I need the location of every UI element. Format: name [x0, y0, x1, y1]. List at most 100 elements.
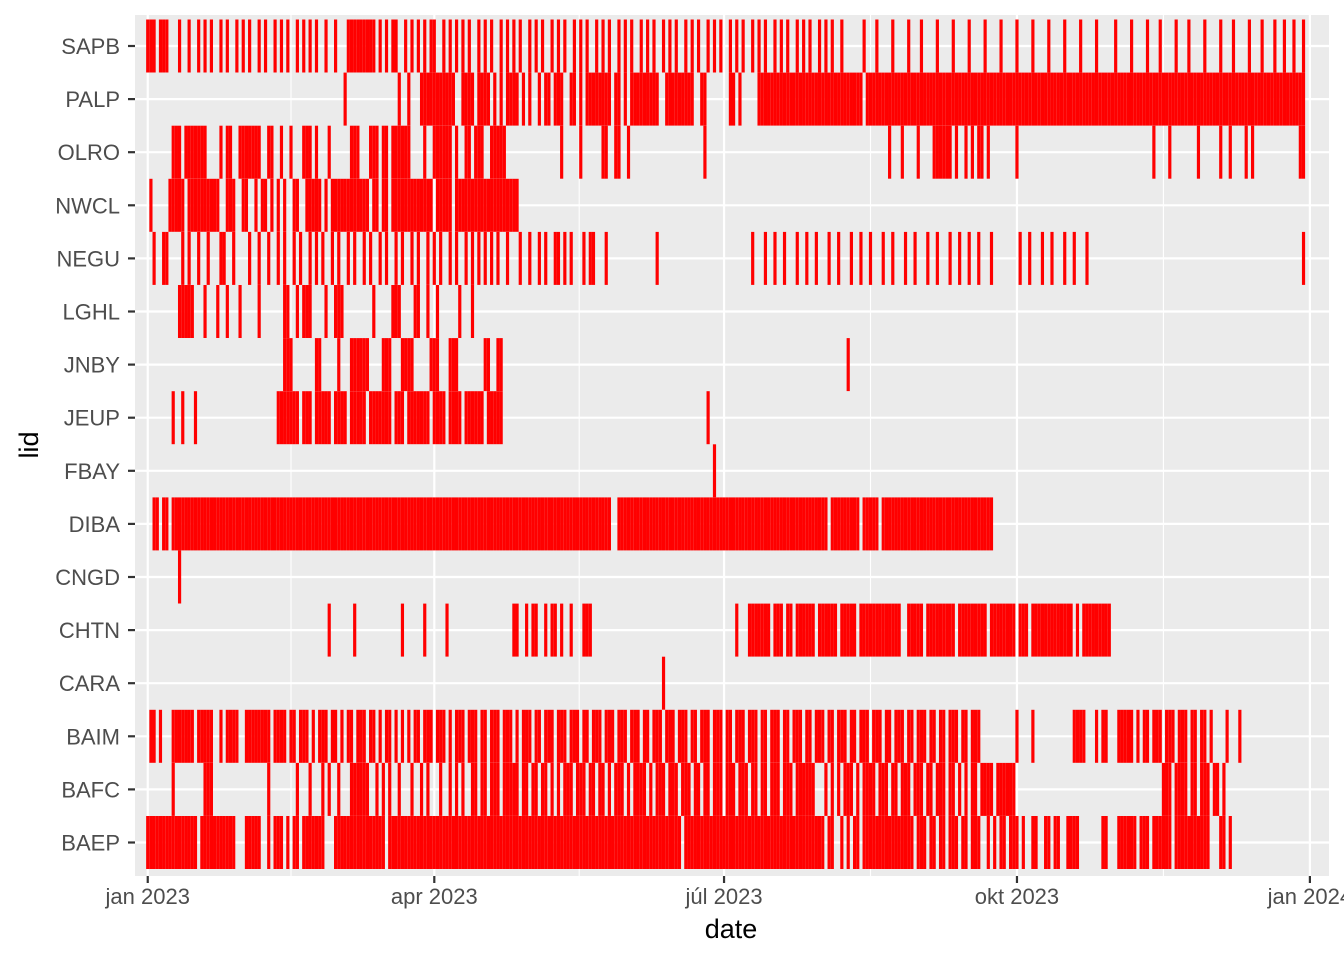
tile-baep	[305, 816, 309, 869]
tile-diba	[814, 497, 818, 551]
tile-bafc	[461, 762, 465, 816]
tile-chtn	[875, 603, 879, 657]
tile-olro	[238, 125, 242, 179]
tile-palp	[989, 72, 994, 126]
tile-baim	[244, 709, 249, 763]
tile-chtn	[827, 603, 831, 657]
tile-diba	[381, 497, 385, 551]
tile-jeup	[499, 391, 503, 445]
tile-baim	[849, 709, 853, 763]
tile-baim	[273, 709, 277, 763]
tile-diba	[932, 497, 936, 551]
tile-palp	[1059, 72, 1064, 126]
tile-chtn	[735, 603, 739, 657]
tile-jnby	[388, 338, 392, 392]
tile-olro	[948, 125, 952, 179]
tile-chtn	[951, 603, 955, 657]
tile-baim	[700, 709, 704, 763]
tile-bafc	[824, 762, 828, 816]
tile-olro	[400, 125, 405, 179]
tile-bafc	[661, 762, 666, 816]
tile-baim	[435, 709, 440, 763]
tile-bafc	[872, 762, 876, 816]
tile-negu	[369, 231, 373, 285]
tile-negu	[582, 231, 586, 285]
tile-palp	[1168, 72, 1172, 126]
tile-sapb	[404, 19, 408, 73]
tile-baep	[1072, 816, 1076, 869]
tile-sapb	[830, 19, 834, 73]
tile-sapb	[349, 19, 354, 73]
tile-sapb	[162, 19, 166, 73]
tile-jeup	[372, 391, 376, 445]
tile-palp	[1254, 72, 1258, 126]
tile-palp	[598, 72, 602, 126]
tile-baep	[483, 816, 487, 869]
tile-baim	[334, 709, 338, 763]
tile-baep	[1177, 816, 1181, 869]
tile-baim	[257, 709, 261, 763]
tile-diba	[843, 497, 847, 551]
tile-baep	[346, 816, 350, 869]
tile-baep	[894, 816, 898, 869]
tile-chtn	[907, 603, 911, 657]
tile-olro	[964, 125, 968, 179]
tile-olro	[703, 125, 707, 179]
tile-baim	[1101, 709, 1105, 763]
tile-diba	[967, 497, 971, 551]
tile-baep	[525, 816, 529, 869]
tile-diba	[292, 497, 296, 551]
tile-palp	[1101, 72, 1105, 126]
tile-baim	[267, 709, 271, 763]
tile-olro	[980, 125, 984, 179]
tile-diba	[349, 497, 354, 551]
tile-diba	[973, 497, 978, 551]
tile-palp	[1050, 72, 1054, 126]
tile-baim	[760, 709, 764, 763]
tile-bafc	[805, 762, 809, 816]
tile-negu	[859, 231, 863, 285]
tile-diba	[725, 497, 729, 551]
tile-nwcl	[391, 178, 395, 232]
tile-baep	[416, 816, 420, 869]
tile-bafc	[209, 762, 213, 816]
tile-diba	[754, 497, 758, 551]
tile-bafc	[929, 762, 933, 816]
tile-bafc	[349, 762, 354, 816]
tile-baep	[1155, 816, 1159, 869]
tile-palp	[1018, 72, 1022, 126]
x-axis: jan 2023 apr 2023 júl 2023 okt 2023 jan 2024	[105, 876, 1344, 909]
tile-baim	[843, 709, 847, 763]
tile-palp	[560, 72, 564, 126]
tile-palp	[419, 72, 424, 126]
tile-baim	[283, 709, 287, 763]
tile-baim	[461, 709, 465, 763]
tile-palp	[1200, 72, 1204, 126]
tile-bafc	[980, 762, 984, 816]
tile-olro	[945, 125, 949, 179]
tile-bafc	[843, 762, 847, 816]
tile-palp	[830, 72, 834, 126]
tile-jeup	[378, 391, 382, 445]
tile-palp	[1012, 72, 1016, 126]
tile-negu	[1028, 231, 1032, 285]
tile-chtn	[958, 603, 962, 657]
tile-diba	[448, 497, 452, 551]
tile-olro	[1219, 125, 1223, 179]
tile-baim	[821, 709, 825, 763]
tile-palp	[464, 72, 468, 126]
tile-baep	[356, 816, 360, 869]
tile-baim	[311, 709, 315, 763]
tile-chtn	[747, 603, 752, 657]
tile-baep	[633, 816, 637, 869]
tile-baim	[751, 709, 755, 763]
tile-baep	[359, 816, 363, 869]
tile-baim	[1120, 709, 1124, 763]
tile-olro	[454, 125, 459, 179]
tile-chtn	[821, 603, 825, 657]
tile-diba	[356, 497, 360, 551]
tile-baep	[639, 816, 643, 869]
tile-baim	[951, 709, 955, 763]
tile-baim	[808, 709, 812, 763]
tile-baim	[1193, 709, 1197, 763]
